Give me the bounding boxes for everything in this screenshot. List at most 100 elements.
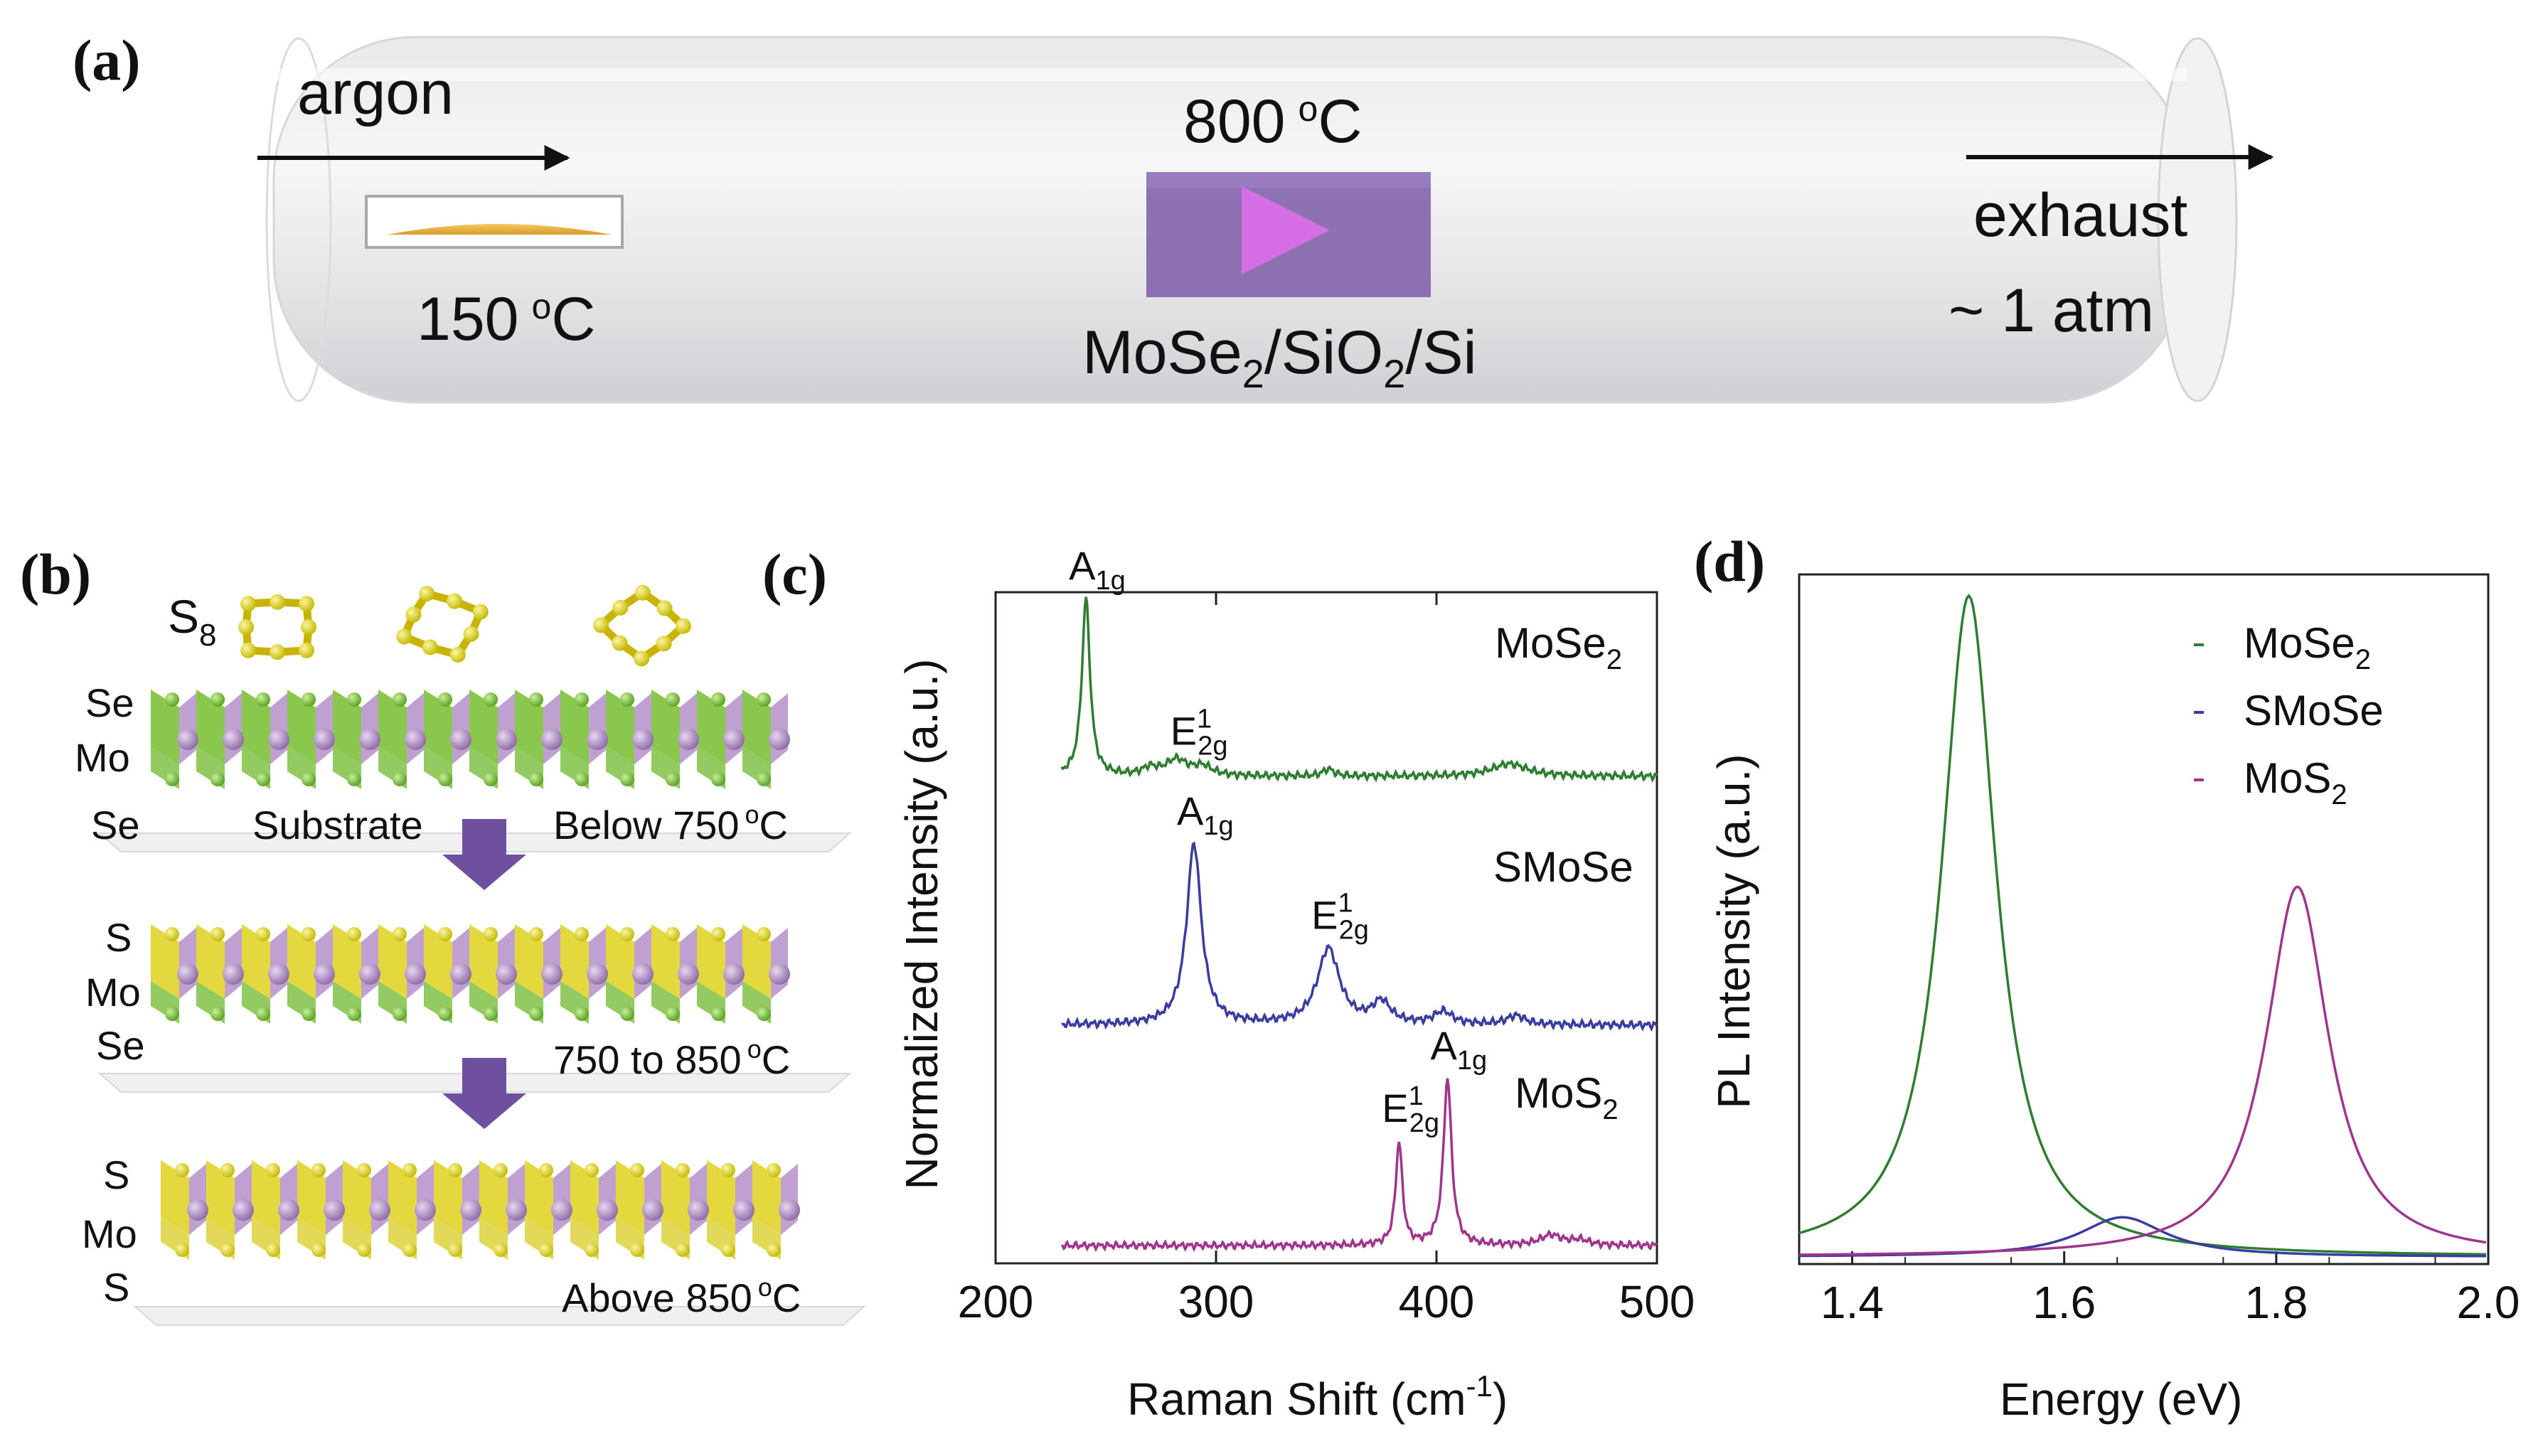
atomic-lattice [151, 690, 790, 789]
down-arrow-1 [442, 819, 526, 890]
tube-inlet-rim [265, 37, 332, 402]
chalcogen-atom-top [302, 692, 316, 707]
sulfur-atom [422, 639, 438, 655]
raman-peak-label: A1g [1069, 543, 1126, 596]
tube-highlight [274, 68, 2187, 81]
chalcogen-atom-top [393, 692, 407, 707]
s8-molecules [238, 584, 691, 667]
raman-series-line [1061, 841, 1658, 1032]
sulfur-atom [396, 628, 412, 645]
prism-face-top [515, 690, 543, 764]
chalcogen-atom-top [757, 692, 771, 707]
raman-peak-label: E1 2g [1171, 704, 1228, 761]
prism-face-top [378, 924, 407, 999]
mo-atom [688, 1199, 709, 1221]
chalcogen-atom-bottom [438, 1007, 452, 1021]
chalcogen-atom-top [711, 927, 725, 941]
substrate-top-face [1146, 172, 1431, 188]
chalcogen-atom-top [575, 927, 589, 941]
panel-a-label: (a) [73, 28, 141, 92]
cold-zone-temperature: 150 oC [417, 285, 595, 353]
chalcogen-atom-bottom [529, 1007, 543, 1021]
prism-face-top [196, 924, 225, 999]
prism-face-top [196, 690, 225, 764]
chalcogen-atom-bottom [448, 1243, 462, 1257]
x-tick-label: 1.4 [1820, 1277, 1884, 1328]
layer-smose: S Mo Se 750 to 850 oC [85, 915, 852, 1093]
chalcogen-atom-top [630, 1163, 644, 1177]
chalcogen-atom-top [484, 927, 498, 941]
prism-face-top [707, 1160, 735, 1235]
pl-plot: 1.4 1.6 1.8 2.0 MoSe2 SMoSe MoS2 [1798, 594, 2520, 1328]
raman-series-label: MoSe2 [1495, 619, 1622, 675]
chalcogen-atom-bottom [210, 772, 225, 786]
hot-zone-temperature: 800 oC [1183, 87, 1362, 156]
prism-face-top [424, 924, 452, 999]
mo-atom [314, 963, 335, 985]
prism-face-top [161, 1160, 189, 1235]
x-tick-label: 500 [1619, 1276, 1695, 1327]
sulfur-atom [612, 635, 628, 651]
chalcogen-atom-bottom [220, 1243, 235, 1257]
chalcogen-atom-top [676, 1163, 690, 1177]
prism-face-top [151, 924, 179, 999]
prism-face-top [606, 924, 634, 999]
x-tick-label: 2.0 [2457, 1277, 2520, 1328]
raman-plot-frame [994, 591, 1658, 1265]
mo-atom [268, 963, 289, 985]
mo-atom [415, 1199, 436, 1221]
prism-face-top [742, 690, 771, 764]
s8-label: S8 [168, 590, 217, 653]
prism-face-top [242, 690, 270, 764]
prism-face-top [515, 924, 543, 999]
chalcogen-atom-bottom [256, 772, 270, 786]
chalcogen-atom-bottom [721, 1243, 735, 1257]
chalcogen-atom-bottom [767, 1243, 781, 1257]
chalcogen-atom-top [711, 692, 725, 707]
chalcogen-atom-bottom [757, 772, 771, 786]
s8-bonds [597, 589, 688, 663]
prism-face-top [287, 690, 316, 764]
mo-atom [541, 963, 563, 985]
chalcogen-atom-top [539, 1163, 553, 1177]
legend-label: MoS2 [2244, 754, 2347, 810]
raman-peak-label: A1g [1431, 1023, 1488, 1076]
x-tick-label: 400 [1399, 1276, 1475, 1327]
mo-atom [496, 963, 517, 985]
mo-atom [632, 729, 654, 750]
layer-0-top-atom-label: Se [85, 680, 134, 725]
s8-ring [396, 586, 489, 663]
mo-atom [324, 1199, 345, 1221]
chalcogen-atom-bottom [575, 1007, 589, 1021]
chalcogen-atom-bottom [311, 1243, 326, 1257]
sulfur-boat [365, 195, 624, 249]
panel-b-label: (b) [20, 542, 91, 606]
layer-0-temperature: Below 750 oC [553, 800, 788, 847]
sulfur-atom [463, 626, 479, 642]
chalcogen-atom-bottom [302, 1007, 316, 1021]
chalcogen-atom-bottom [393, 1007, 407, 1021]
chalcogen-atom-top [175, 1163, 189, 1177]
mo-atom [769, 729, 790, 750]
chalcogen-atom-top [529, 692, 543, 707]
prism-face-top [378, 690, 407, 764]
prism-face-top [424, 690, 452, 764]
mo-atom [678, 729, 699, 750]
mo-atom [450, 963, 471, 985]
sulfur-atom [675, 618, 691, 634]
chalcogen-atom-top [721, 1163, 735, 1177]
prism-face-top [742, 924, 771, 999]
raman-peak-label: E1 2g [1311, 888, 1369, 945]
chalcogen-atom-bottom [256, 1007, 270, 1021]
chalcogen-atom-top [575, 692, 589, 707]
raman-series-line [1060, 1078, 1658, 1253]
sulfur-atom [634, 651, 650, 667]
chalcogen-atom-top [266, 1163, 280, 1177]
sulfur-atom [299, 642, 315, 658]
chalcogen-atom-top [438, 927, 452, 941]
sulfur-powder [388, 224, 612, 235]
pl-y-axis-label: PL Intensity (a.u.) [1708, 754, 1759, 1108]
chalcogen-atom-bottom [620, 1007, 634, 1021]
mo-atom [506, 1199, 527, 1221]
